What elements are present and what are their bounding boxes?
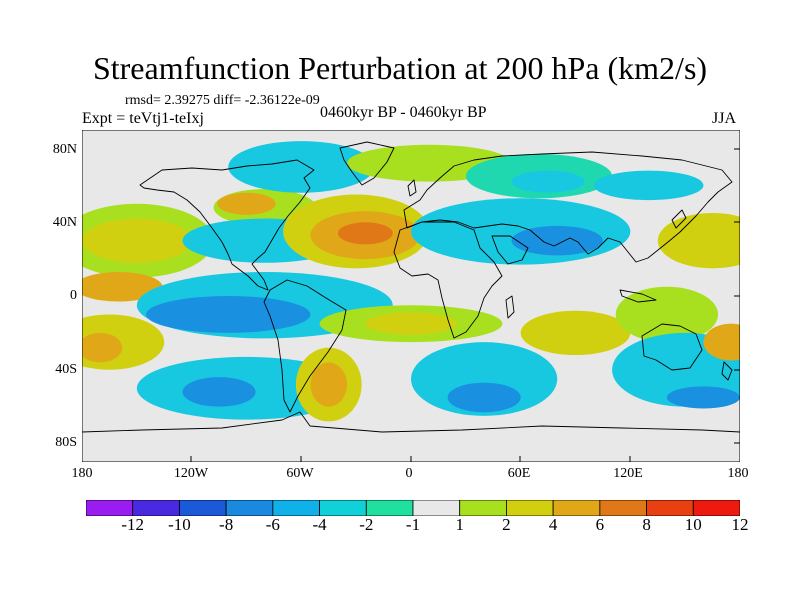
anomaly-region-yellow bbox=[365, 312, 457, 335]
anomaly-region-cyan bbox=[593, 170, 704, 201]
lat-tick-0: 0 bbox=[70, 288, 77, 303]
coast-indonesia bbox=[619, 289, 657, 303]
colorbar-box bbox=[86, 500, 134, 516]
colorbar-label: -1 bbox=[405, 515, 421, 534]
colorbar-box bbox=[272, 500, 320, 516]
colorbar-label: -8 bbox=[219, 515, 234, 534]
coast-arabia bbox=[491, 235, 529, 265]
anomaly-region-blue bbox=[145, 296, 311, 333]
colorbar-box bbox=[319, 500, 367, 516]
colorbar-box bbox=[459, 500, 507, 516]
colorbar-box bbox=[412, 500, 461, 516]
lat-tick-80s: 80S bbox=[55, 435, 77, 450]
anomaly-region-orange bbox=[703, 323, 740, 361]
rmsd-stats: rmsd= 2.39275 diff= -2.36122e-09 bbox=[125, 93, 320, 108]
anomaly-region-blue bbox=[182, 377, 256, 407]
coast-australia bbox=[641, 323, 703, 371]
colorbar bbox=[86, 500, 740, 516]
coast-madagascar bbox=[505, 295, 515, 319]
colorbar-box bbox=[506, 500, 554, 516]
lon-tick-60e: 60E bbox=[507, 466, 531, 481]
colorbar-label: 1 bbox=[455, 515, 464, 534]
anomaly-region-orange bbox=[82, 272, 163, 302]
coast-new-zealand bbox=[721, 361, 733, 381]
colorbar-box bbox=[552, 500, 601, 516]
colorbar-boxes bbox=[86, 500, 740, 516]
colorbar-box bbox=[692, 500, 740, 516]
lon-tick-120w: 120W bbox=[173, 466, 209, 481]
colorbar-box bbox=[179, 500, 227, 516]
lon-tick-0: 0 bbox=[405, 466, 413, 481]
colorbar-box bbox=[225, 500, 274, 516]
anomaly-region-blue bbox=[511, 225, 603, 256]
anomaly-region-yellow bbox=[82, 218, 192, 263]
anomaly-region-orange bbox=[82, 332, 123, 363]
coast-africa bbox=[393, 221, 503, 339]
coast-japan bbox=[671, 209, 687, 229]
anomaly-region-orange bbox=[217, 192, 276, 215]
anomaly-region-yellow bbox=[657, 213, 740, 269]
anomaly-region-cyan bbox=[411, 198, 631, 265]
anomaly-region-cyan bbox=[511, 170, 585, 193]
colorbar-label: 10 bbox=[684, 515, 702, 534]
colorbar-label: 8 bbox=[642, 515, 651, 534]
lat-tick-40n: 40N bbox=[52, 215, 77, 230]
coast-greenland bbox=[339, 141, 395, 186]
lon-tick-120e: 120E bbox=[613, 466, 643, 481]
coast-south-america bbox=[263, 279, 347, 413]
coast-antarctica bbox=[82, 411, 740, 433]
lon-tick-180w: 180 bbox=[71, 466, 93, 481]
lon-tick-180e: 180 bbox=[727, 466, 749, 481]
colorbar-box bbox=[365, 500, 414, 516]
lon-ticks bbox=[190, 456, 631, 462]
colorbar-label: 2 bbox=[502, 515, 511, 534]
anomaly-region-cyan bbox=[411, 342, 558, 416]
anomaly-region-orange bbox=[310, 362, 348, 407]
coastlines bbox=[82, 141, 740, 433]
colorbar-label: -10 bbox=[168, 515, 191, 534]
colorbar-label: 12 bbox=[731, 515, 749, 534]
colorbar-label: -2 bbox=[359, 515, 374, 534]
season-label: JJA bbox=[712, 110, 737, 127]
anomaly-region-cyan bbox=[228, 141, 375, 193]
coast-british-isles bbox=[407, 179, 417, 197]
anomaly-region-blue bbox=[666, 386, 740, 409]
coast-north-america bbox=[139, 159, 315, 291]
anomaly-region-blue bbox=[447, 382, 521, 413]
anomaly-layer bbox=[82, 141, 740, 422]
lat-tick-80n: 80N bbox=[52, 142, 77, 157]
colorbar-label: -6 bbox=[265, 515, 280, 534]
colorbar-box bbox=[646, 500, 694, 516]
colorbar-box bbox=[599, 500, 647, 516]
colorbar-label: 6 bbox=[595, 515, 605, 534]
anomaly-region-green bbox=[615, 286, 719, 343]
plot-title: Streamfunction Perturbation at 200 hPa (… bbox=[92, 50, 708, 86]
streamfunction-map bbox=[82, 130, 740, 462]
colorbar-label: -4 bbox=[312, 515, 327, 534]
colorbar-label: -12 bbox=[121, 515, 145, 534]
lat-ticks bbox=[734, 148, 740, 444]
lat-tick-40s: 40S bbox=[55, 362, 77, 377]
colorbar-label: 4 bbox=[548, 515, 558, 534]
coast-eurasia bbox=[403, 151, 733, 263]
anomaly-region-deep_orange bbox=[337, 222, 393, 245]
lon-tick-60w: 60W bbox=[286, 466, 314, 481]
experiment-label: Expt = teVtj1-teIxj bbox=[82, 110, 204, 127]
colorbar-box bbox=[132, 500, 180, 516]
anomaly-region-yellow bbox=[520, 310, 631, 356]
period-label: 0460kyr BP - 0460kyr BP bbox=[320, 104, 487, 121]
